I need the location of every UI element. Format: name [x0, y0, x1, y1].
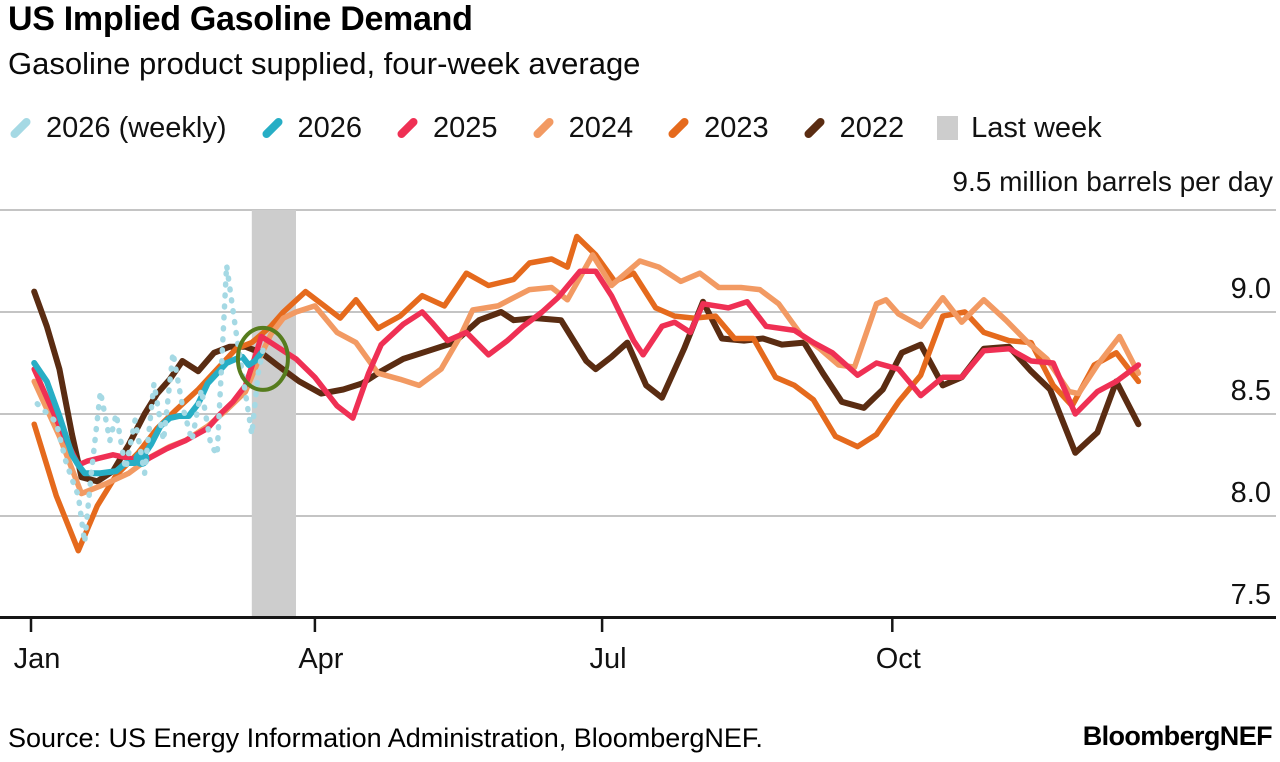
legend-item-2024: 2024: [531, 111, 634, 145]
bloombergnef-logo: BloombergNEF: [1082, 721, 1273, 751]
legend-swatch-last-week: [937, 116, 959, 140]
chart-subtitle: Gasoline product supplied, four-week ave…: [8, 46, 641, 81]
legend-label-2026: 2026: [297, 111, 363, 144]
legend-label-2023: 2023: [704, 111, 769, 144]
x-tick-label: Jul: [590, 643, 627, 675]
y-tick-label: 8.5: [1231, 375, 1271, 407]
legend-item-2026-weekly: 2026 (weekly): [8, 112, 227, 145]
x-tick-label: Oct: [876, 643, 921, 675]
legend-label-2022: 2022: [839, 111, 905, 144]
series-line-2025: [31, 268, 1142, 468]
legend-item-2022: 2022: [802, 111, 905, 145]
series-line-2026-weekly: [34, 262, 268, 546]
series-line-2022: [31, 288, 1142, 485]
series-line-2024: [31, 252, 1142, 497]
legend-label-2024: 2024: [568, 111, 634, 144]
legend-label-2026-weekly: 2026 (weekly): [46, 111, 227, 144]
chart-title: US Implied Gasoline Demand: [8, 0, 473, 38]
y-axis-unit-label: 9.5 million barrels per day: [952, 166, 1273, 197]
y-tick-label: 7.5: [1231, 579, 1271, 611]
y-tick-label: 8.0: [1231, 477, 1271, 509]
last-week-band: [251, 210, 296, 618]
x-tick-label: Apr: [298, 643, 343, 675]
highlight-circle: [235, 325, 290, 392]
y-tick-label: 9.0: [1231, 273, 1271, 305]
x-tick-label: Jan: [14, 643, 61, 675]
legend-item-last-week: Last week: [937, 112, 1102, 145]
legend: 2026 (weekly) 2026 2025 2024 2023 2022 Last we…: [8, 108, 1102, 148]
legend-label-last-week: Last week: [971, 111, 1102, 144]
legend-item-2026: 2026: [260, 111, 363, 145]
legend-item-2025: 2025: [395, 112, 498, 145]
legend-item-2023: 2023: [666, 112, 769, 145]
source-text: Source: US Energy Information Administra…: [8, 723, 763, 753]
legend-label-2025: 2025: [433, 111, 498, 144]
